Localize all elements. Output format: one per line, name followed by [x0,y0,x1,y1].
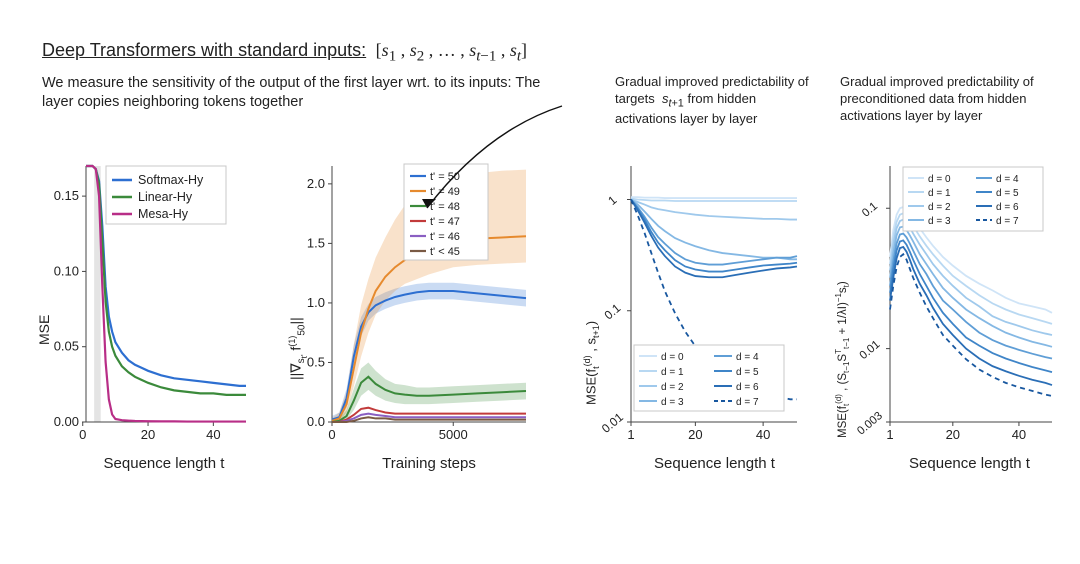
svg-text:0.10: 0.10 [54,263,79,278]
panel-a-ylabel: MSE [36,315,52,345]
svg-text:40: 40 [1012,427,1026,442]
svg-text:t' = 50: t' = 50 [430,171,460,183]
panel-c-xlabel: Sequence length t [627,455,802,472]
panel-d-svg: 0.003 0.01 0.1 1 20 40 d = 0 d = 4 d = 1 d = 5 d =… [842,160,1057,450]
panel-a-svg: 0.00 0.05 0.10 0.15 0 20 40 Softmax-Hy Linear-Hy… [42,160,252,450]
svg-text:0.05: 0.05 [54,339,79,354]
svg-text:d = 2: d = 2 [928,202,951,213]
panel-c-ylabel: MSE(ft(d) , st+1) [582,321,601,405]
svg-text:40: 40 [756,427,770,442]
svg-text:0.01: 0.01 [599,410,626,436]
title-underlined: Deep Transformers with standard inputs: [42,40,366,60]
svg-text:1: 1 [627,427,634,442]
svg-text:d = 0: d = 0 [661,352,684,363]
panels-container: MSE 0.000.050.100.1502040Softmax-HyLinea… [42,160,1052,500]
svg-text:0.0: 0.0 [307,414,325,429]
svg-text:0.15: 0.15 [54,188,79,203]
svg-text:d = 3: d = 3 [928,216,951,227]
svg-text:1: 1 [605,193,619,208]
panel-d-xlabel: Sequence length t [882,455,1057,472]
subtitle-left: We measure the sensitivity of the output… [42,74,572,112]
subtitle-right-1: Gradual improved predictability of targe… [615,74,815,127]
panel-b: ||∇st' f(1)50|| 0.00.51.01.52.005000t' =… [292,160,532,480]
svg-text:0: 0 [328,427,335,442]
svg-text:d = 1: d = 1 [661,367,684,378]
svg-text:Mesa-Hy: Mesa-Hy [138,207,189,221]
svg-text:d = 4: d = 4 [996,174,1019,185]
svg-text:d = 0: d = 0 [928,174,951,185]
svg-text:t' = 47: t' = 47 [430,216,460,228]
svg-text:0: 0 [79,427,86,442]
svg-text:0.1: 0.1 [860,200,880,219]
panel-c: MSE(ft(d) , st+1) 0.010.1112040d = 0d = … [587,160,802,480]
svg-text:0.01: 0.01 [858,339,883,363]
svg-text:t' = 48: t' = 48 [430,201,460,213]
svg-text:Linear-Hy: Linear-Hy [138,190,193,204]
figure-title: Deep Transformers with standard inputs: … [42,40,527,66]
svg-text:5000: 5000 [439,427,468,442]
svg-text:d = 2: d = 2 [661,382,684,393]
panel-a: MSE 0.000.050.100.1502040Softmax-HyLinea… [42,160,252,480]
svg-text:Softmax-Hy: Softmax-Hy [138,173,204,187]
svg-text:d = 7: d = 7 [996,216,1019,227]
svg-text:d = 6: d = 6 [736,382,759,393]
svg-text:d = 5: d = 5 [736,367,759,378]
svg-text:20: 20 [946,427,960,442]
svg-text:t' < 45: t' < 45 [430,246,460,258]
svg-text:d = 7: d = 7 [736,397,759,408]
svg-text:0.003: 0.003 [855,410,885,438]
svg-text:1: 1 [886,427,893,442]
svg-text:d = 5: d = 5 [996,188,1019,199]
title-sequence: [s1 , s2 , … , st−1 , st] [371,40,527,60]
panel-c-svg: 0.01 0.1 1 1 20 40 d = 0 d = 4 d = 1 d = 5 d = 2 d … [587,160,802,450]
svg-text:20: 20 [141,427,155,442]
panel-b-svg: 0.0 0.5 1.0 1.5 2.0 0 5000 t' = 50 t' = 49 t' = 4… [292,160,532,450]
panel-d: MSE(ft(d) , (St−1STt−1 + 1/λI)−1st) 0.00… [842,160,1057,480]
svg-text:t' = 49: t' = 49 [430,186,460,198]
panel-d-ylabel: MSE(ft(d) , (St−1STt−1 + 1/λI)−1st) [834,281,851,438]
panel-b-ylabel: ||∇st' f(1)50|| [287,317,309,380]
svg-text:0.5: 0.5 [307,354,325,369]
svg-text:2.0: 2.0 [307,176,325,191]
svg-text:d = 4: d = 4 [736,352,759,363]
svg-text:20: 20 [688,427,702,442]
svg-text:0.00: 0.00 [54,414,79,429]
subtitle-right-2: Gradual improved predictability of preco… [840,74,1050,125]
svg-text:t' = 46: t' = 46 [430,231,460,243]
svg-text:1.0: 1.0 [307,295,325,310]
svg-text:d = 1: d = 1 [928,188,951,199]
svg-text:d = 3: d = 3 [661,397,684,408]
svg-text:0.1: 0.1 [602,301,624,323]
svg-text:1.5: 1.5 [307,235,325,250]
svg-text:d = 6: d = 6 [996,202,1019,213]
svg-text:40: 40 [206,427,220,442]
panel-a-xlabel: Sequence length t [76,455,252,472]
panel-b-xlabel: Training steps [326,455,532,472]
